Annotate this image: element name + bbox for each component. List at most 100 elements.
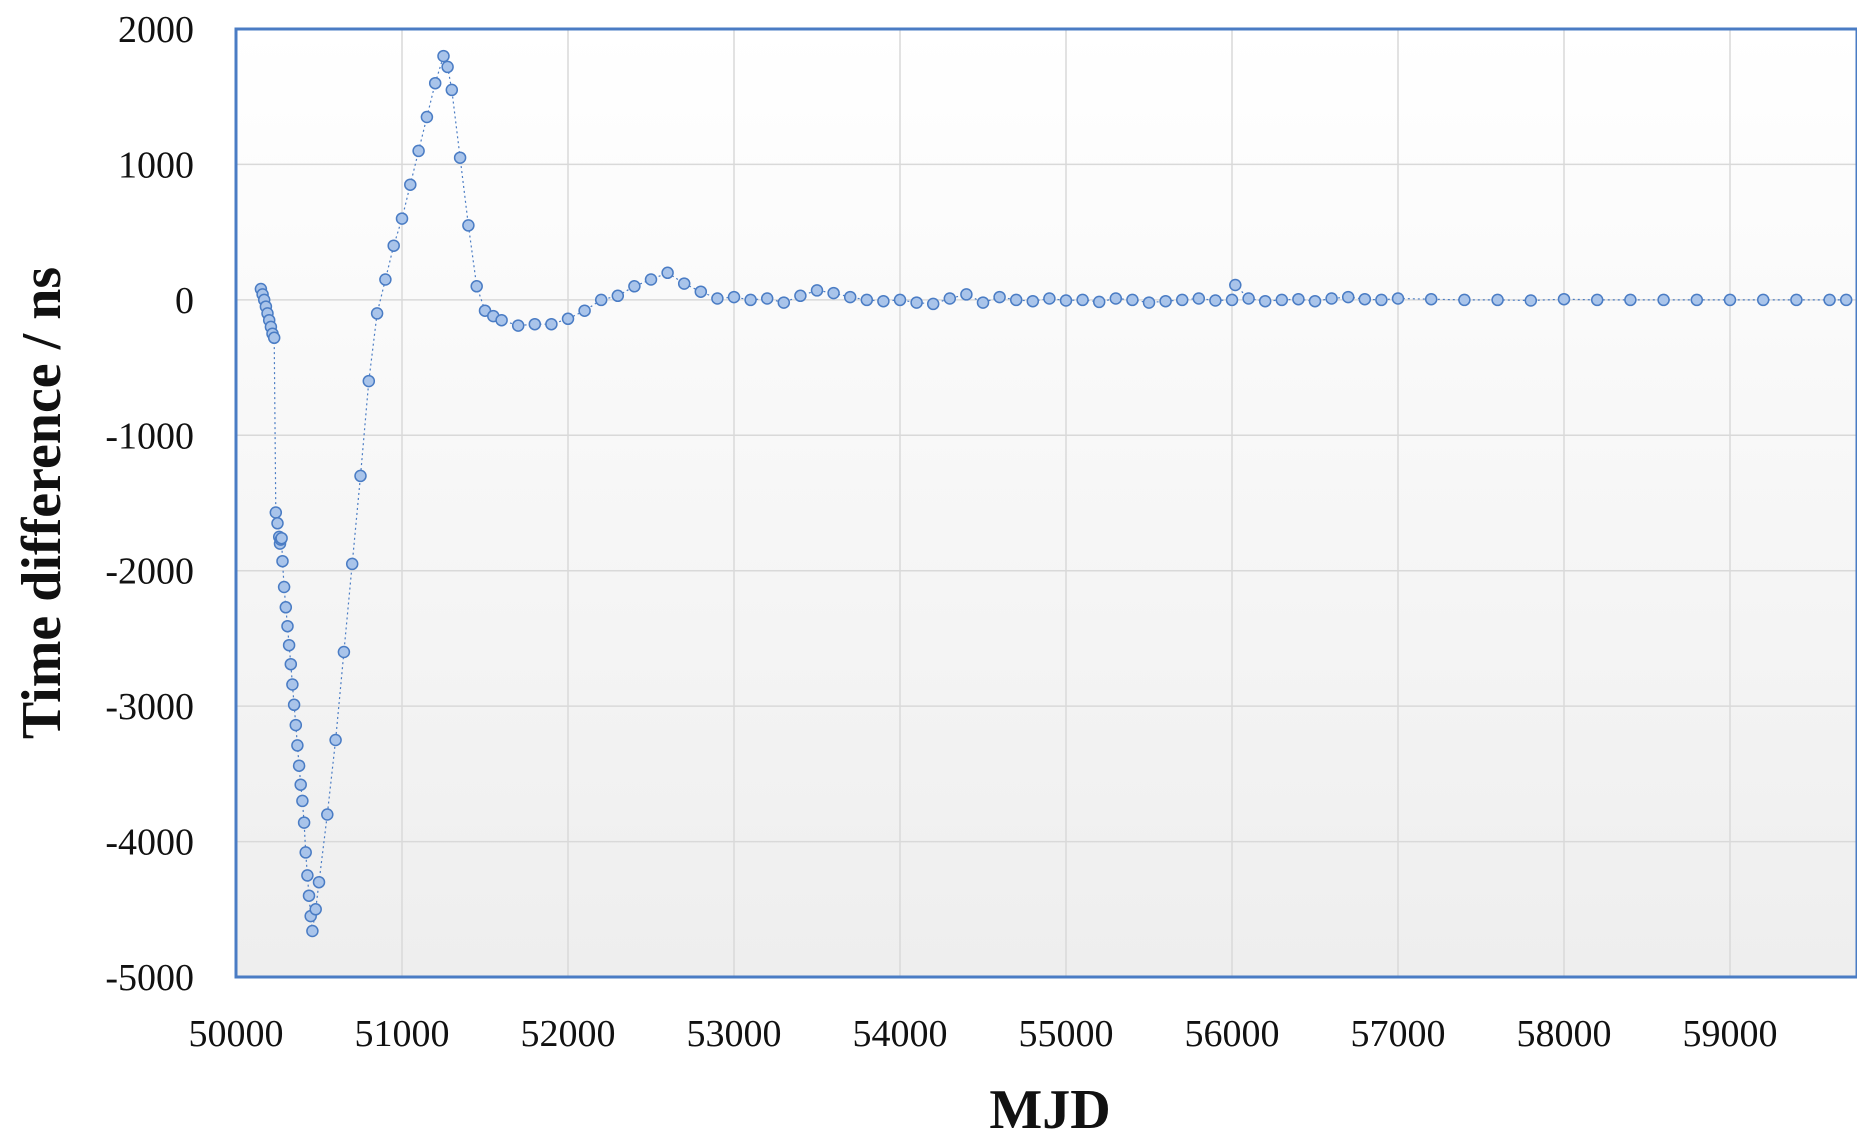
data-point xyxy=(1209,294,1222,307)
data-point xyxy=(281,619,294,633)
data-point xyxy=(1524,294,1538,307)
data-point xyxy=(395,212,409,225)
data-point xyxy=(1391,292,1405,305)
y-tick-label: -5000 xyxy=(105,957,194,999)
data-point xyxy=(299,846,312,859)
data-point xyxy=(694,285,708,298)
y-tick-label: 1000 xyxy=(118,144,194,186)
data-point xyxy=(292,759,306,772)
x-tick-label: 50000 xyxy=(189,1013,284,1055)
data-point xyxy=(387,239,400,252)
data-point xyxy=(345,557,359,571)
data-point xyxy=(321,808,334,821)
data-point xyxy=(1229,278,1242,292)
data-point xyxy=(1292,292,1305,306)
data-point xyxy=(960,288,973,301)
data-point xyxy=(1458,293,1471,307)
data-point xyxy=(1009,293,1023,307)
data-point xyxy=(370,307,384,320)
y-tick-label: -2000 xyxy=(105,551,194,593)
data-point xyxy=(1192,292,1206,305)
data-point xyxy=(1341,290,1355,304)
data-point xyxy=(275,531,288,545)
data-point xyxy=(445,83,459,97)
data-point xyxy=(910,296,923,309)
x-tick-label: 58000 xyxy=(1517,1013,1612,1055)
data-point xyxy=(976,296,990,309)
data-point xyxy=(362,374,376,388)
data-point xyxy=(1823,293,1836,307)
data-point xyxy=(329,733,342,747)
data-point xyxy=(267,331,281,345)
data-point xyxy=(926,297,940,311)
data-point xyxy=(1375,293,1388,307)
data-point xyxy=(661,266,674,280)
data-point xyxy=(428,76,442,90)
data-point xyxy=(1175,293,1189,307)
x-tick-label: 57000 xyxy=(1351,1013,1446,1055)
data-point xyxy=(644,273,658,286)
data-point xyxy=(810,284,824,297)
x-tick-label: 54000 xyxy=(853,1013,948,1055)
data-point xyxy=(1723,293,1737,307)
data-point xyxy=(302,889,316,902)
data-point xyxy=(1657,293,1670,307)
data-point xyxy=(561,312,575,326)
data-point xyxy=(794,289,807,303)
data-point xyxy=(1790,293,1803,307)
y-tick-label: -3000 xyxy=(105,686,194,728)
data-point xyxy=(877,294,890,308)
data-point xyxy=(594,293,608,307)
data-point xyxy=(379,273,392,286)
data-point xyxy=(286,678,299,691)
data-point xyxy=(309,903,322,916)
data-point xyxy=(296,794,309,808)
data-point xyxy=(1126,293,1139,307)
data-point xyxy=(1225,293,1239,307)
x-tick-label: 55000 xyxy=(1019,1013,1114,1055)
data-point xyxy=(312,875,326,889)
grid xyxy=(236,29,1857,977)
data-point xyxy=(744,293,757,307)
data-point xyxy=(528,317,542,331)
data-point xyxy=(412,144,425,158)
data-point xyxy=(279,601,293,614)
data-point xyxy=(284,657,298,671)
data-point xyxy=(282,638,296,652)
data-point xyxy=(860,293,874,307)
x-tick-label: 56000 xyxy=(1185,1013,1280,1055)
data-point xyxy=(1308,294,1322,308)
data-point xyxy=(1076,293,1089,307)
data-point xyxy=(1557,292,1571,306)
x-tick-label: 52000 xyxy=(521,1013,616,1055)
data-point xyxy=(1690,293,1704,307)
data-point xyxy=(1026,294,1040,308)
y-tick-label: -4000 xyxy=(105,822,194,864)
data-point xyxy=(711,292,724,305)
data-point xyxy=(1258,294,1272,308)
data-point xyxy=(354,469,367,483)
data-point xyxy=(677,277,691,290)
data-point xyxy=(727,290,741,304)
data-point xyxy=(1142,296,1156,309)
data-point xyxy=(1756,293,1770,307)
data-point xyxy=(1358,292,1372,306)
data-point xyxy=(1424,292,1438,306)
y-tick-label: 0 xyxy=(175,280,194,322)
y-axis-title: Time difference / ns xyxy=(11,267,73,739)
data-point xyxy=(777,296,791,309)
data-point xyxy=(291,739,304,752)
data-point xyxy=(578,304,591,317)
data-point xyxy=(511,319,525,332)
data-point xyxy=(1109,292,1123,305)
data-point xyxy=(277,580,291,594)
data-point xyxy=(297,816,311,829)
data-point xyxy=(294,778,307,791)
x-tick-label: 51000 xyxy=(355,1013,450,1055)
data-point xyxy=(453,151,467,164)
data-point xyxy=(1242,292,1255,305)
y-tick-label: -1000 xyxy=(105,415,194,457)
data-point xyxy=(301,869,314,882)
data-point xyxy=(1092,295,1106,309)
